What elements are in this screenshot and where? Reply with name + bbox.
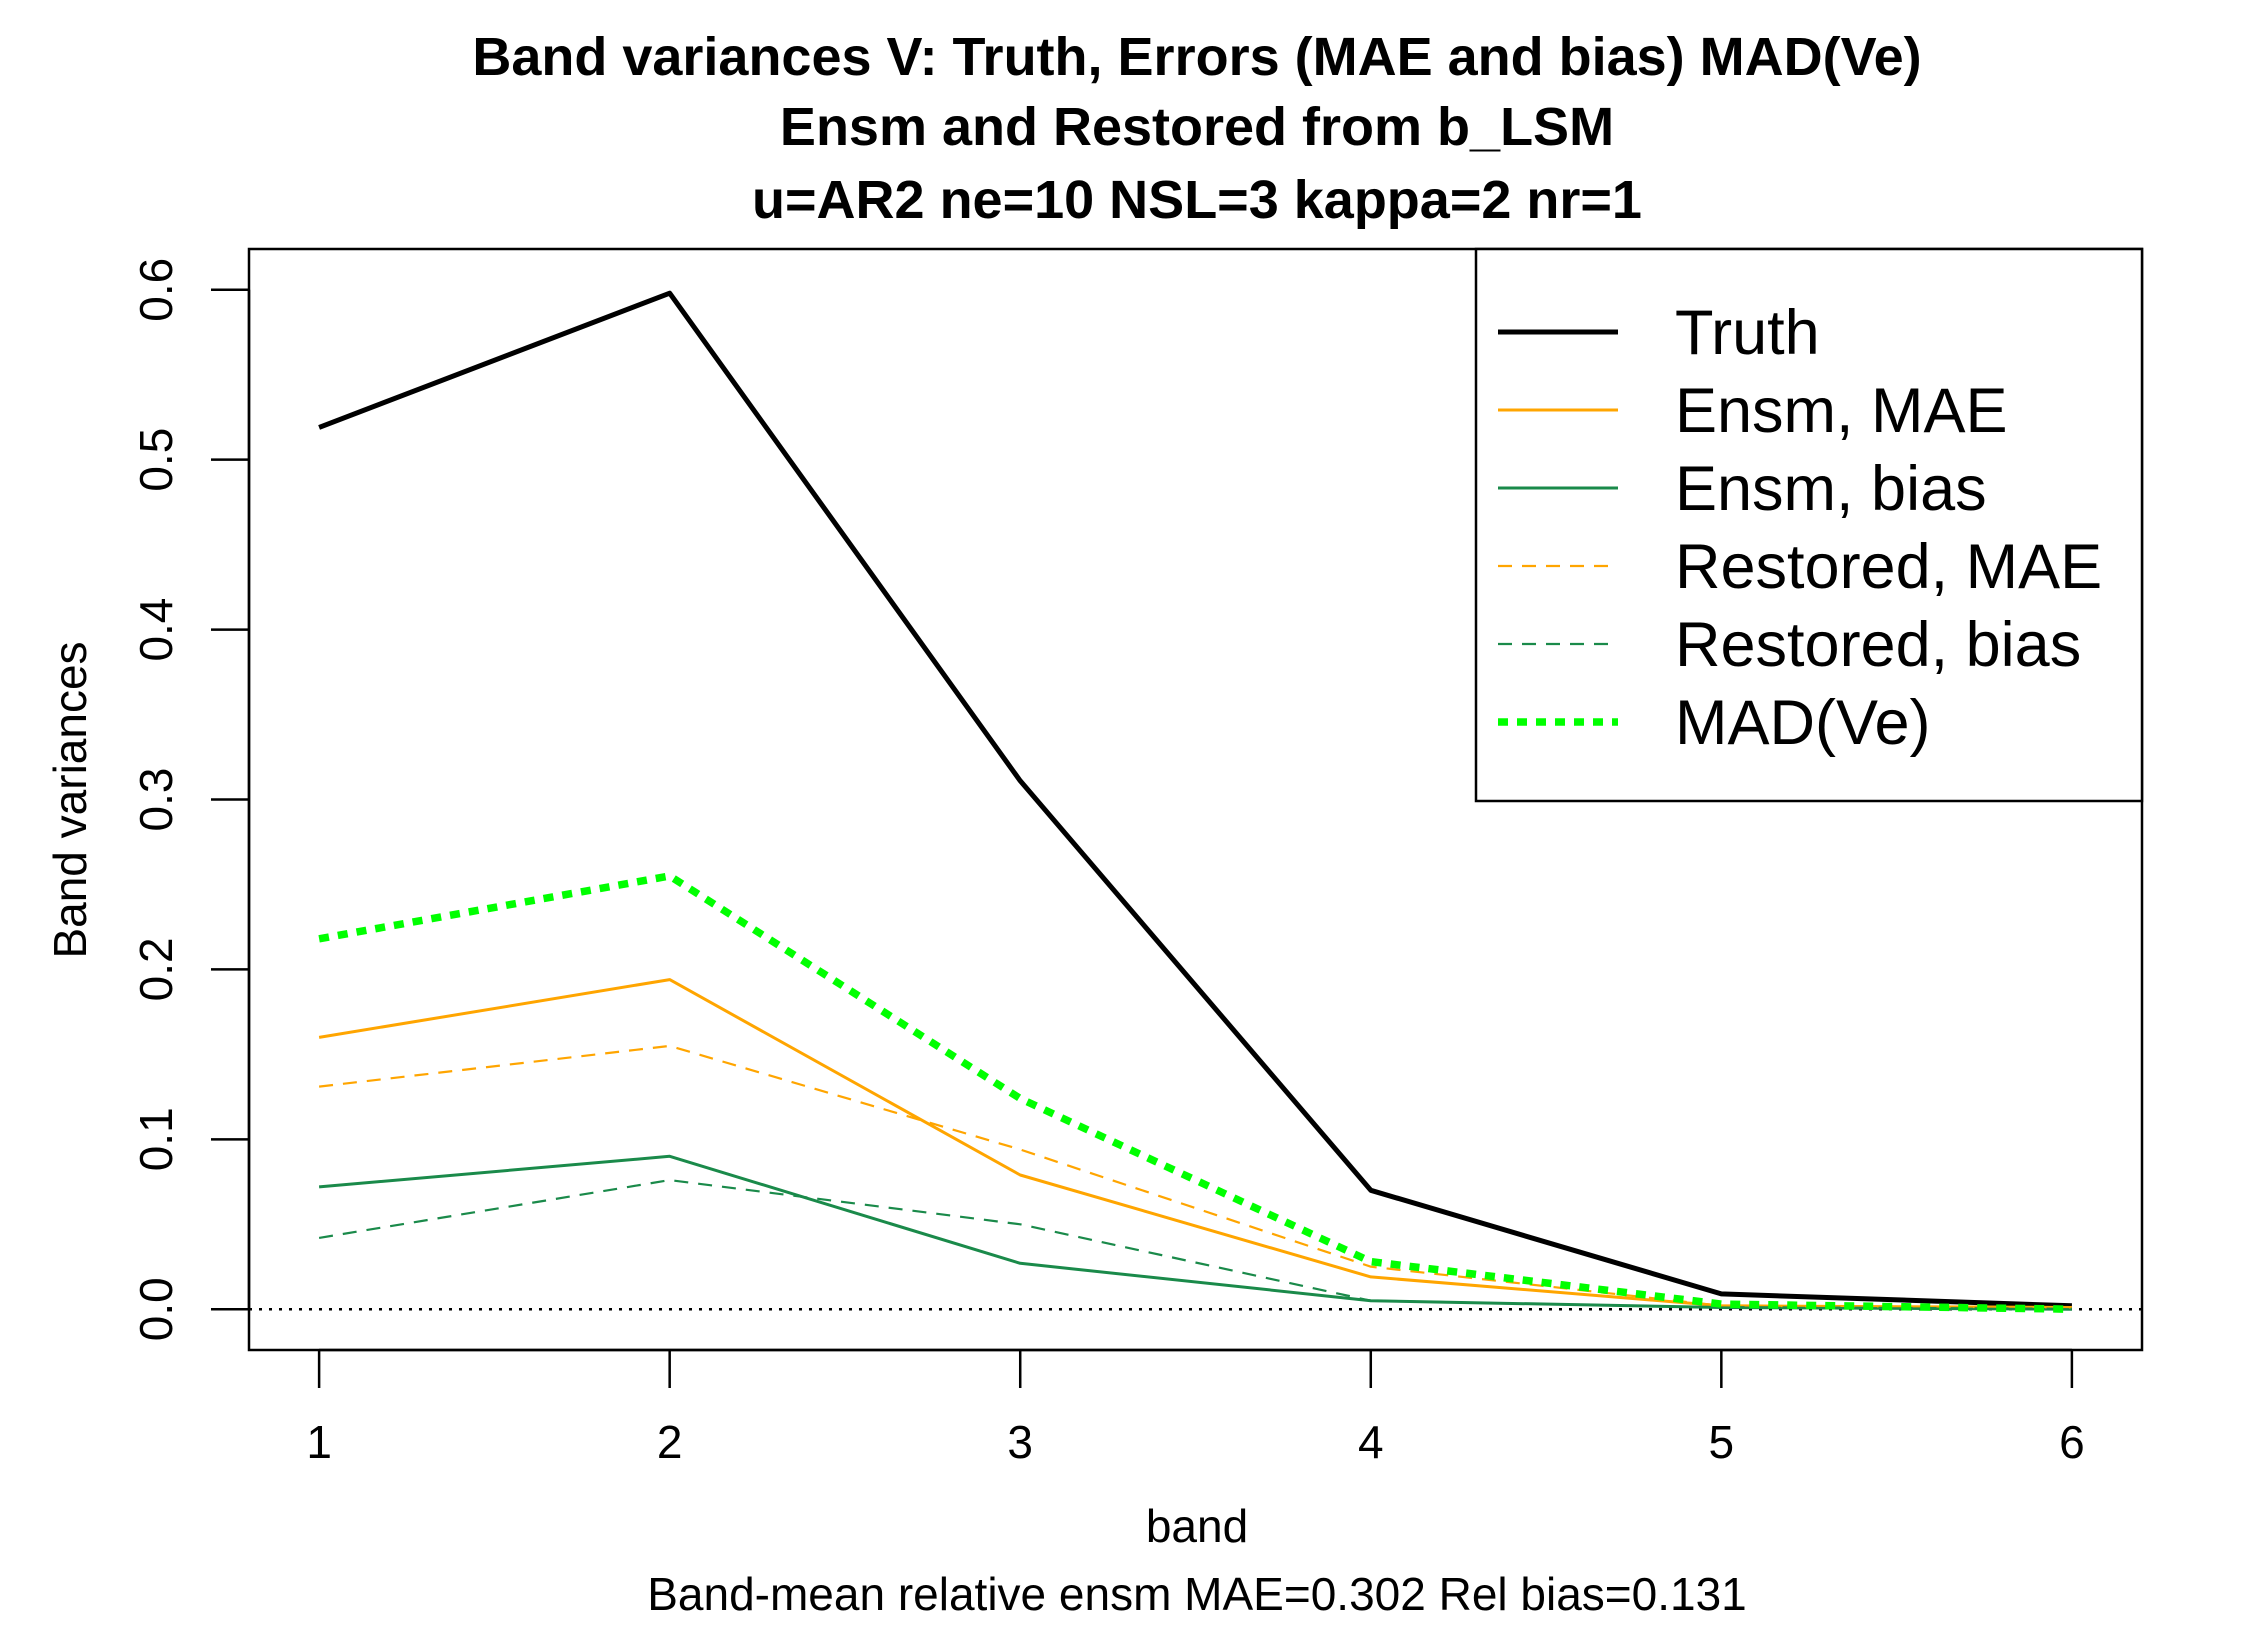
series-line-ensm-mae — [318, 978, 2072, 1309]
y-tick-label: 0.6 — [130, 258, 182, 322]
series-line-truth — [318, 290, 2072, 1309]
series-line-restored-mae — [318, 1044, 2072, 1309]
x-tick-label: 1 — [306, 1416, 332, 1468]
x-tick-label: 2 — [657, 1416, 683, 1468]
y-tick-label: 0.4 — [130, 598, 182, 662]
y-tick-label: 0.1 — [130, 1107, 182, 1171]
legend-entry-label: Ensm, bias — [1675, 454, 1987, 524]
legend-entry-label: Ensm, MAE — [1675, 376, 2008, 446]
x-tick-label: 4 — [1358, 1416, 1384, 1468]
legend-entry-label: Restored, bias — [1675, 610, 2081, 680]
chart-title-line: Ensm and Restored from b_LSM — [780, 97, 1614, 157]
series-line-restored-bias — [318, 1178, 2072, 1311]
legend-entry-label: Truth — [1675, 298, 1820, 368]
y-axis: 0.0 0.1 0.2 0.3 0.4 0.5 0.6 — [130, 258, 251, 1341]
series-line-ensm-bias — [318, 1154, 2072, 1311]
y-tick-label: 0.0 — [130, 1277, 182, 1341]
y-tick-label: 0.3 — [130, 768, 182, 832]
legend-entry-label: MAD(Ve) — [1675, 688, 1931, 758]
x-axis-label: band — [1146, 1500, 1248, 1552]
legend: Truth Ensm, MAE Ensm, bias Restored, MAE Res… — [1474, 247, 2144, 803]
series-line-mad-ve — [318, 872, 2072, 1313]
x-tick-label: 5 — [1709, 1416, 1735, 1468]
x-tick-label: 3 — [1007, 1416, 1033, 1468]
y-tick-label: 0.5 — [130, 428, 182, 492]
legend-entry-label: Restored, MAE — [1675, 532, 2102, 602]
series-layer — [318, 290, 2072, 1313]
legend-box — [1474, 247, 2144, 803]
y-tick-label: 0.2 — [130, 937, 182, 1001]
x-tick-label: 6 — [2059, 1416, 2085, 1468]
chart-title-line: u=AR2 ne=10 NSL=3 kappa=2 nr=1 — [752, 170, 1642, 230]
y-axis-label: Band variances — [44, 641, 96, 958]
chart-title-group: Band variances V: Truth, Errors (MAE and… — [472, 27, 1921, 230]
chart-title-line: Band variances V: Truth, Errors (MAE and… — [472, 27, 1921, 87]
x-axis: 1 2 3 4 5 6 — [306, 1348, 2085, 1468]
chart-subtitle: Band-mean relative ensm MAE=0.302 Rel bi… — [647, 1568, 1747, 1620]
